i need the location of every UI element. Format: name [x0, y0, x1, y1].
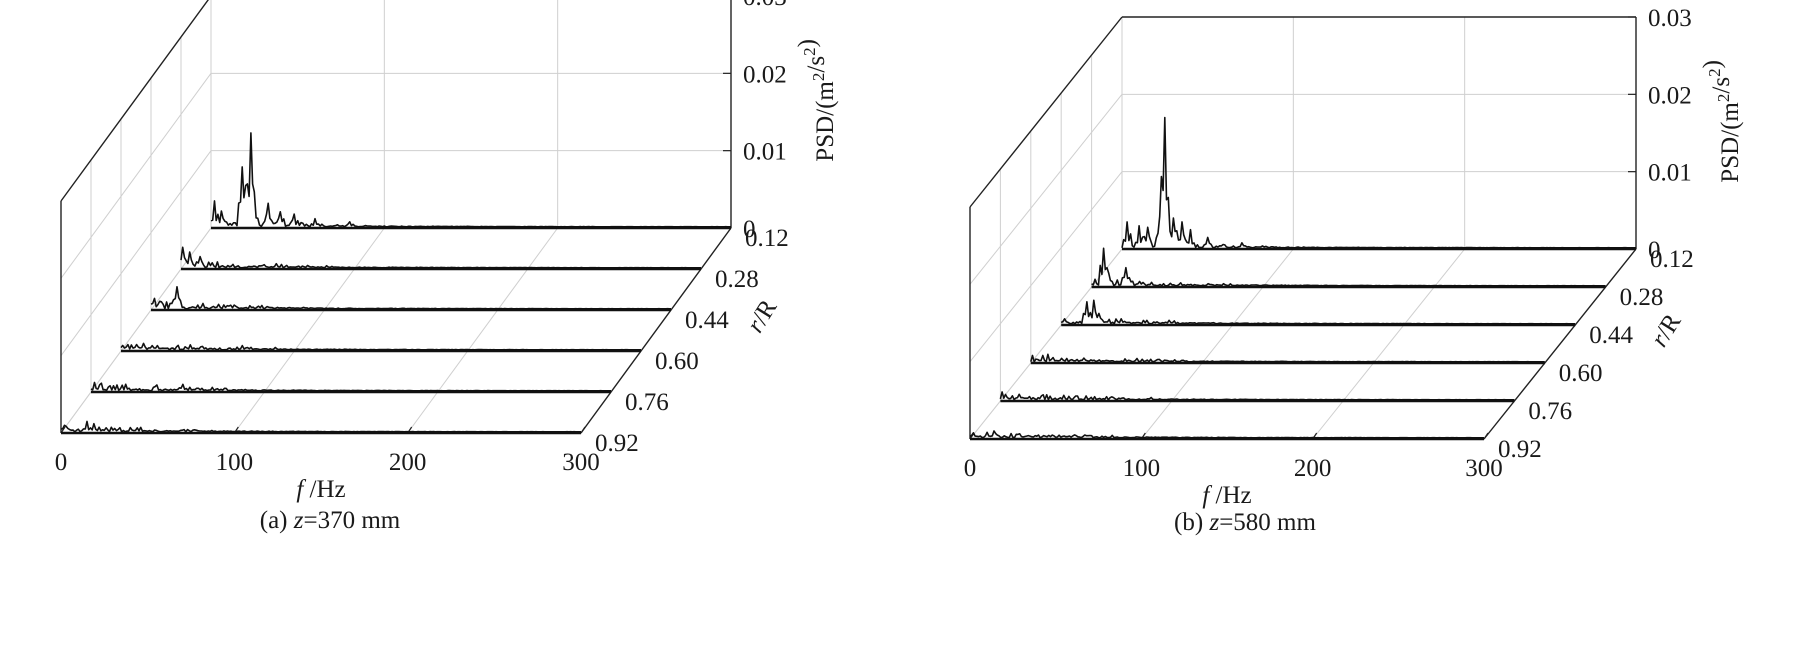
z-axis-label-part: 2 [809, 73, 828, 82]
x-axis-label-var: f [296, 476, 306, 503]
z-axis-label-part: /s [1708, 77, 1735, 94]
x-tick-label: 300 [1465, 455, 1503, 482]
grid-line-side-z [969, 94, 1123, 285]
x-tick-label: 0 [964, 455, 977, 482]
r-axis-label: r/R [1646, 309, 1687, 352]
caption-suffix: =580 mm [1219, 509, 1316, 536]
z-axis-label-part: /s [803, 56, 830, 73]
r-tick-label: 0.60 [1559, 360, 1603, 387]
series-line-r-0.76 [999, 391, 1515, 401]
z-axis-label-part: 2 [800, 47, 819, 56]
grid-line-floor-x [60, 227, 212, 434]
r-tick-label: 0.12 [745, 225, 789, 252]
x-tick-label: 0 [55, 449, 68, 476]
z-axis-label-part: PSD/(m [812, 81, 839, 162]
x-tick-label: 100 [216, 449, 254, 476]
series-line-r-0.28 [1091, 247, 1606, 287]
axes-box [969, 16, 1637, 440]
axes-box [60, 0, 732, 434]
x-axis-label: f /Hz [296, 476, 345, 503]
panel-b-chart: 0 100 200 300 0 0.01 0.02 0.03 0.12 0.28 0.44 0.60 0… [964, 5, 1744, 536]
series-line-r-0.92 [60, 420, 581, 433]
x-tick-label: 200 [1294, 455, 1332, 482]
axis-edge [580, 227, 732, 434]
r-axis-label: r/R [742, 295, 783, 338]
x-axis-label: f /Hz [1202, 482, 1251, 509]
r-tick-label: 0.92 [1498, 436, 1542, 463]
grid-line-floor-x [407, 227, 559, 434]
r-tick-label: 0.76 [625, 389, 669, 416]
z-axis-label-part: PSD/(m [1717, 102, 1744, 183]
series-line-r-0.44 [1060, 299, 1576, 325]
grid-line-side-z [969, 171, 1123, 362]
grid-line-side-z [60, 73, 212, 279]
x-tick-mark [1483, 432, 1489, 440]
z-axis-label-part: 2 [1714, 94, 1733, 103]
axis-edge [60, 0, 209, 202]
panel-caption: (b) z=580 mm [1174, 509, 1316, 536]
z-tick-label: 0.01 [1648, 160, 1692, 187]
series-line-r-0.76 [90, 381, 611, 392]
panel-caption: (a) z=370 mm [260, 507, 401, 534]
series-group [60, 132, 731, 435]
z-tick-label: 0.02 [743, 61, 787, 88]
x-tick-label: 200 [389, 449, 427, 476]
r-tick-label: 0.44 [1589, 322, 1633, 349]
grid-line-floor-x [969, 248, 1123, 440]
r-tick-label: 0.60 [655, 348, 699, 375]
x-axis-label-unit: /Hz [303, 476, 345, 503]
x-tick-label: 300 [562, 449, 600, 476]
grid-line-floor-x [1312, 248, 1466, 440]
x-axis-label-unit: /Hz [1209, 482, 1251, 509]
z-axis-label-part: 2 [1705, 68, 1724, 77]
series-line-r-0.44 [150, 286, 671, 310]
grid [969, 16, 1637, 440]
grid-line-floor-x [1140, 248, 1294, 440]
series-group [969, 116, 1636, 441]
panel-a-chart: 0 100 200 300 0 0.01 0.02 0.03 0.12 0.28 0.44 0.60 0… [55, 0, 839, 534]
grid [60, 0, 732, 434]
grid-line-side-z [60, 150, 212, 356]
z-tick-label: 0.03 [743, 0, 787, 11]
caption-var: z [293, 507, 304, 534]
r-tick-label: 0.28 [1620, 284, 1664, 311]
z-axis-label: PSD/(m2/s2) [1699, 60, 1744, 183]
z-tick-label: 0.01 [743, 139, 787, 166]
r-tick-label: 0.28 [715, 266, 759, 293]
series-line-r-0.28 [180, 246, 701, 269]
z-tick-label: 0.02 [1648, 82, 1692, 109]
caption-var: z [1208, 509, 1219, 536]
z-axis-label: PSD/(m2/s2) [794, 39, 839, 162]
r-tick-label: 0.12 [1650, 246, 1694, 273]
z-tick-label: 0.03 [1648, 5, 1692, 32]
caption-suffix: =370 mm [303, 507, 400, 534]
caption-prefix: (a) [260, 507, 294, 534]
axis-edge [1483, 248, 1637, 440]
r-tick-label: 0.76 [1528, 398, 1572, 425]
series-line-r-0.92 [969, 430, 1484, 439]
series-line-r-0.60 [120, 342, 641, 351]
z-tick-label: 0 [1648, 237, 1661, 264]
series-line-r-0.60 [1030, 353, 1545, 363]
z-axis-label-part: ) [794, 39, 821, 47]
r-tick-label: 0.44 [685, 307, 729, 334]
z-tick-label: 0 [743, 216, 756, 243]
z-axis-label-part: ) [1699, 60, 1726, 68]
caption-prefix: (b) [1174, 509, 1209, 536]
x-axis-label-var: f [1202, 482, 1212, 509]
r-tick-label: 0.92 [595, 430, 639, 457]
grid-line-floor-x [233, 227, 385, 434]
series-line-r-0.12 [210, 132, 731, 228]
axis-edge [969, 16, 1123, 208]
x-tick-label: 100 [1123, 455, 1161, 482]
series-line-r-0.12 [1121, 116, 1636, 249]
x-tick-mark [580, 426, 586, 434]
